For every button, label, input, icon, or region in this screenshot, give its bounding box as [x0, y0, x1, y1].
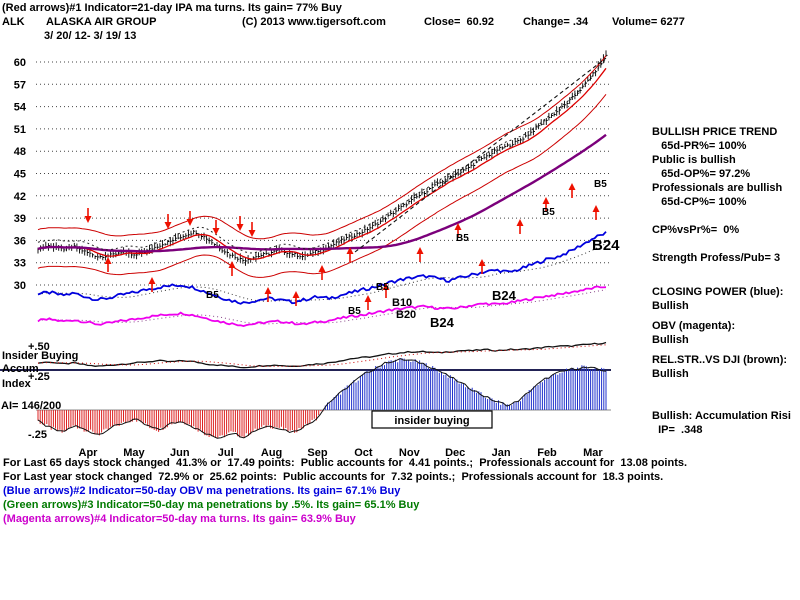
signal-label: B5 [376, 282, 389, 293]
closing-power-status: Bullish [652, 300, 689, 312]
closing-power-title: CLOSING POWER (blue): [652, 286, 784, 298]
accum-scale-top: +.50 [28, 341, 50, 353]
cp-percent: 65d-CP%= 100% [652, 196, 747, 208]
volume-value: Volume= 6277 [612, 16, 685, 28]
obv-status: Bullish [652, 334, 689, 346]
rel-str-status: Bullish [652, 368, 689, 380]
month-tick-label: Jun [170, 447, 190, 459]
date-range: 3/ 20/ 12- 3/ 19/ 13 [44, 30, 137, 42]
month-tick-label: Jul [218, 447, 234, 459]
close-value: Close= 60.92 [424, 16, 495, 28]
professionals-status: Professionals are bullish [652, 182, 783, 194]
price-tick-label: 33 [14, 258, 26, 270]
signal-label: B24 [492, 288, 517, 303]
month-tick-label: Sep [307, 447, 327, 459]
accum-label-line2: Accum [2, 363, 39, 375]
ip-value: IP= .348 [652, 424, 703, 436]
price-tick-label: 30 [14, 280, 26, 292]
accumulation-pane [0, 341, 611, 439]
accum-scale-mid: +.25 [28, 371, 50, 383]
signal-label: B10 [392, 297, 412, 309]
signal-label: B20 [396, 309, 416, 321]
footer-indicator3-green: (Green arrows)#3 Indicator=50-day ma pen… [3, 499, 420, 511]
company-name: ALASKA AIR GROUP [46, 16, 157, 28]
copyright-text: (C) 2013 www.tigersoft.com [242, 16, 386, 28]
ticker-symbol: ALK [2, 16, 25, 28]
price-pane [37, 50, 608, 278]
axis-labels: 60 57 54 51 48 45 42 39 36 33 30 Apr May Jun Jul Aug Sep… [14, 57, 604, 459]
op-percent: 65d-OP%= 97.2% [652, 168, 751, 180]
price-tick-label: 51 [14, 124, 26, 136]
accum-label-line3: Index [2, 378, 31, 390]
rel-str-title: REL.STR..VS DJI (brown): [652, 354, 788, 366]
insider-buying-tag: insider buying [371, 410, 493, 429]
price-tick-label: 36 [14, 235, 26, 247]
signal-label: B5 [206, 290, 219, 301]
month-tick-label: May [123, 447, 145, 459]
month-tick-label: Dec [445, 447, 465, 459]
price-tick-label: 48 [14, 146, 26, 158]
signal-label: B5 [456, 233, 469, 244]
price-trend-title: BULLISH PRICE TREND [652, 126, 778, 138]
month-tick-label: Feb [537, 447, 557, 459]
closing-power-obv-lines [37, 231, 607, 328]
strength-ratio: Strength Profess/Pub= 3 [652, 252, 781, 264]
pr-percent: 65d-PR%= 100% [652, 140, 747, 152]
month-tick-label: Nov [399, 447, 421, 459]
accum-ai-value: AI= 146/200 [1, 400, 62, 412]
footer-indicator4-magenta: (Magenta arrows)#4 Indicator=50-day ma t… [3, 513, 356, 525]
obv-title: OBV (magenta): [652, 320, 736, 332]
accum-label-line1: Insider Buying [2, 350, 79, 362]
accum-scale-bottom: -.25 [28, 429, 47, 441]
accumulation-status: Bullish: Accumulation Risi [652, 410, 791, 422]
price-tick-label: 57 [14, 79, 26, 91]
insider-buying-label: insider buying [394, 415, 469, 427]
cp-vs-pr: CP%vsPr%= 0% [652, 224, 740, 236]
price-tick-label: 45 [14, 168, 26, 180]
month-tick-label: Oct [354, 447, 373, 459]
signal-label: B5 [348, 306, 361, 317]
price-tick-label: 54 [14, 102, 27, 114]
month-tick-label: Jan [492, 447, 511, 459]
price-tick-label: 39 [14, 213, 26, 225]
month-tick-label: Aug [261, 447, 282, 459]
signal-label: B5 [594, 179, 607, 190]
indicator1-header: (Red arrows)#1 Indicator=21-day IPA ma t… [2, 2, 342, 14]
signal-label: B24 [430, 315, 455, 330]
month-tick-label: Mar [583, 447, 603, 459]
month-tick-label: Apr [79, 447, 99, 459]
signal-arrows [84, 183, 600, 310]
footer-year-summary: For Last year stock changed 72.9% or 25.… [3, 471, 664, 483]
price-tick-label: 42 [14, 191, 26, 203]
change-value: Change= .34 [523, 16, 589, 28]
signal-label: B24 [592, 237, 620, 254]
price-tick-label: 60 [14, 57, 26, 69]
footer-65day-summary: For Last 65 days stock changed 41.3% or … [3, 457, 688, 469]
signal-label: B5 [542, 207, 555, 218]
footer-indicator2-blue: (Blue arrows)#2 Indicator=50-day OBV ma … [3, 485, 401, 497]
public-status: Public is bullish [652, 154, 736, 166]
